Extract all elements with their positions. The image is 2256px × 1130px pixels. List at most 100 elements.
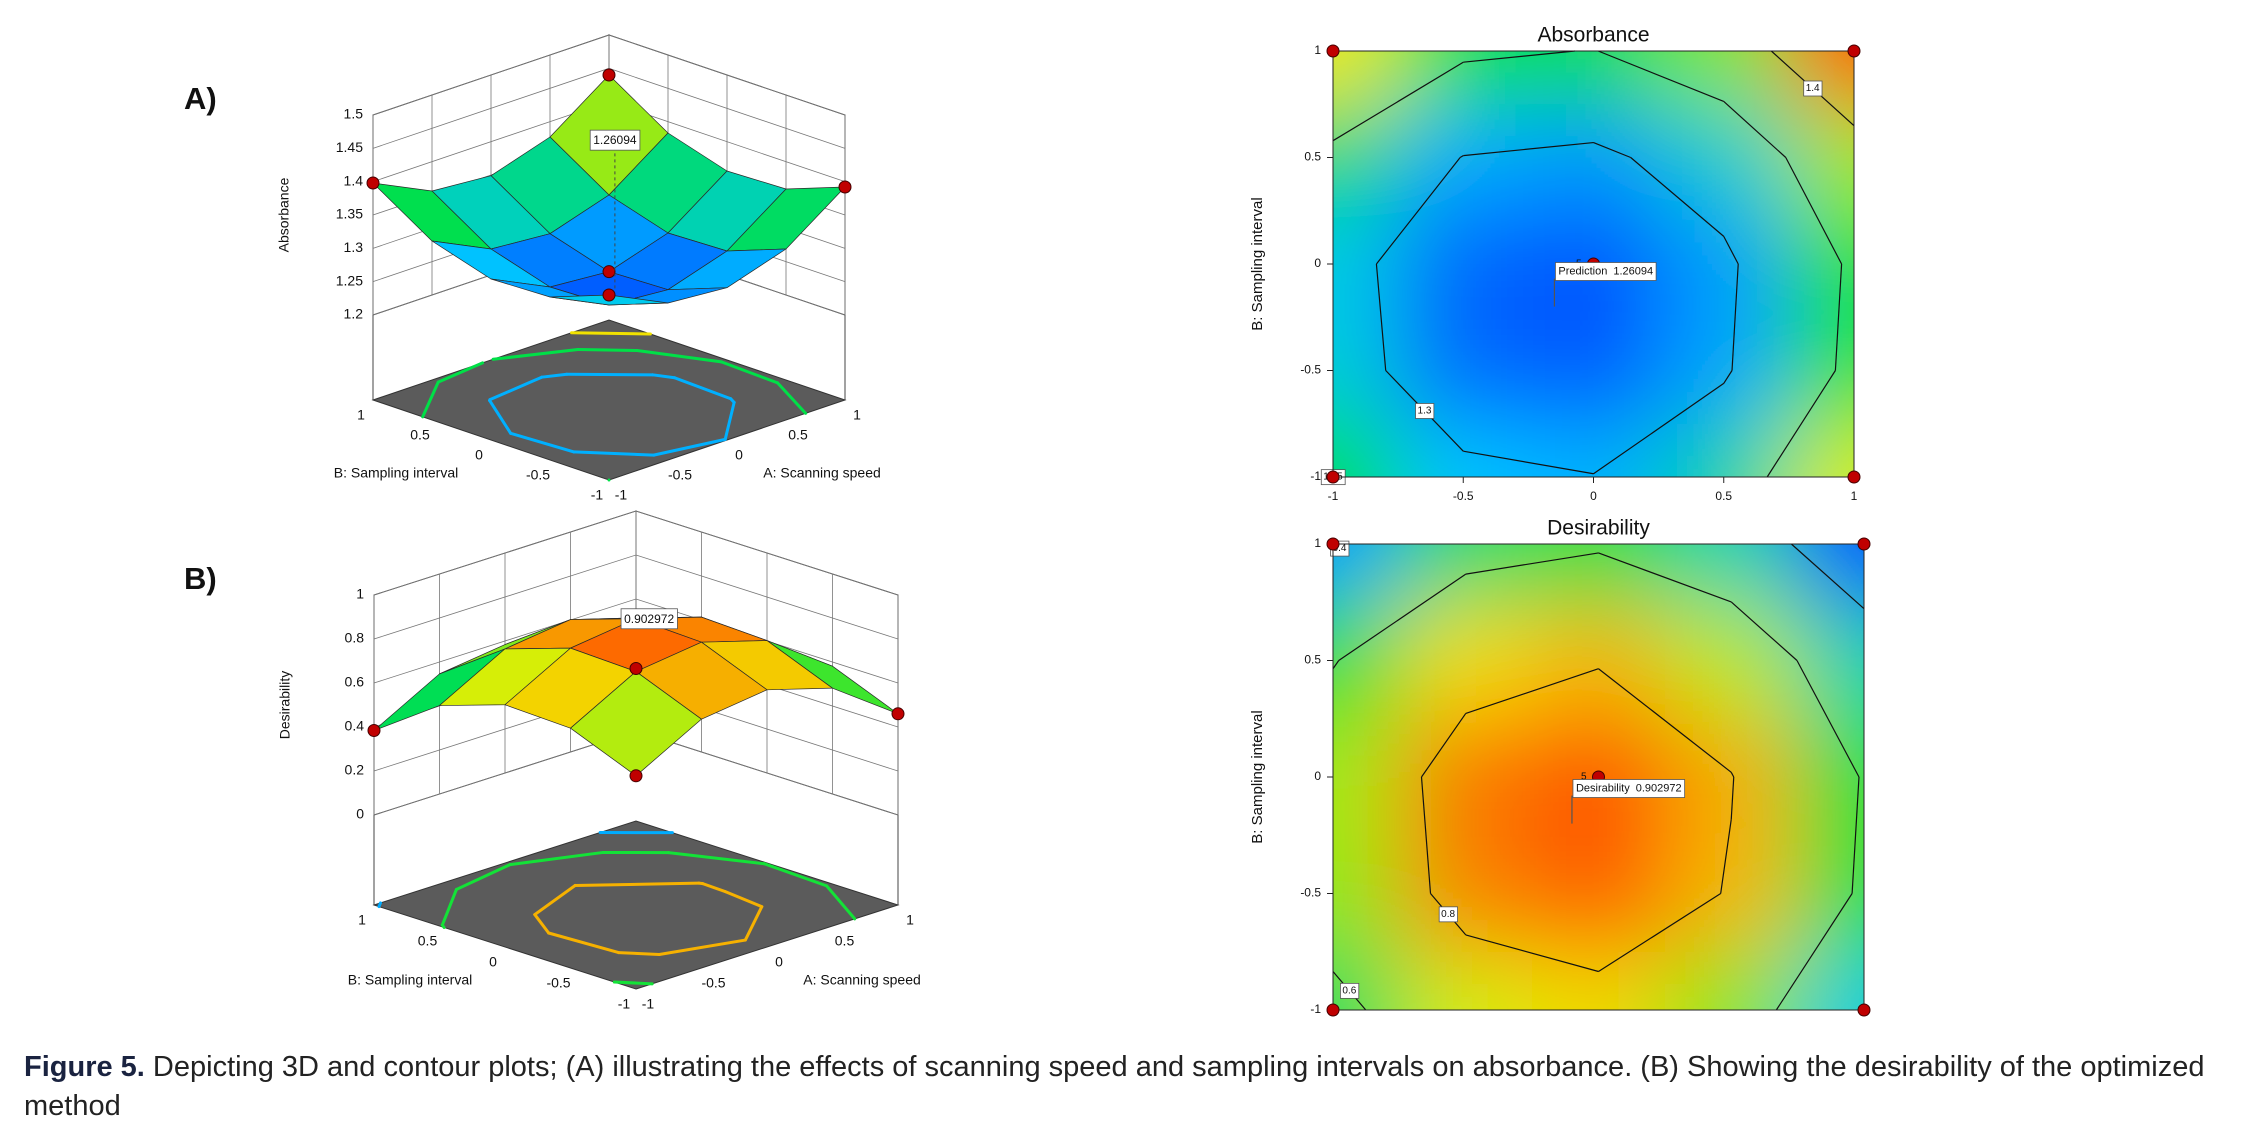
design-point <box>1326 44 1340 58</box>
floor-contour <box>723 890 764 909</box>
floor-contour <box>776 381 808 415</box>
x-axis-label: A: Scanning speed <box>763 465 881 481</box>
design-point <box>367 724 381 738</box>
contour-line <box>1338 573 1467 661</box>
contour-line <box>1598 668 1732 773</box>
heat-cell <box>1333 423 1399 477</box>
floor-contour <box>573 881 701 887</box>
heat-cell <box>1333 104 1399 211</box>
heat-cell <box>1532 544 1665 603</box>
heat-cell <box>1398 51 1529 105</box>
heat-cell <box>1658 317 1789 424</box>
z-axis-label: Absorbance <box>276 177 292 252</box>
y-tick-label: 0.5 <box>1304 653 1321 667</box>
contour-line <box>1730 776 1735 820</box>
panel-label: B) <box>184 561 217 596</box>
x-tick-label: 1 <box>906 912 914 928</box>
y-tick-label: -0.5 <box>526 467 550 483</box>
contour-plot: 1.31.351.4-1-0.500.51-1-0.500.51Absorban… <box>1249 24 1861 503</box>
contour-plot: 0.4 0.6 0.8 -1 -0.5 0 0.5 1 Desirability B: Sampl… <box>1249 517 1871 1017</box>
contour-line <box>1720 819 1732 894</box>
contour-line <box>1375 157 1461 265</box>
z-tick-label: 1.3 <box>344 239 364 255</box>
heat-cell <box>1788 104 1854 211</box>
y-tick-label: 0.5 <box>1304 150 1321 164</box>
heat-cell <box>1532 951 1665 1010</box>
z-tick-label: 1.35 <box>336 206 363 222</box>
contour-line <box>1790 543 1865 610</box>
floor-contour <box>666 851 767 866</box>
contour-line <box>1332 61 1464 142</box>
z-tick-label: 1.2 <box>344 306 364 322</box>
contour-line <box>1598 552 1732 603</box>
contour-line <box>1723 370 1733 384</box>
heat-cell <box>1399 544 1533 603</box>
heat-cell <box>1788 51 1854 105</box>
chart-title: Absorbance <box>1537 24 1649 47</box>
x-tick-label: -1 <box>642 996 655 1012</box>
prediction-value: 0.902972 <box>1636 783 1682 795</box>
contour-label: 1.4 <box>1803 80 1823 97</box>
heat-cell <box>1658 210 1789 318</box>
y-tick-label: -1 <box>618 996 631 1012</box>
heat-cell <box>1788 210 1854 318</box>
floor-contour <box>533 883 577 917</box>
heat-cell <box>1398 210 1529 318</box>
floor-contour <box>440 887 458 927</box>
floor-contour <box>673 376 733 401</box>
heatmap-cells <box>1333 544 1864 1010</box>
design-point <box>1326 1003 1340 1017</box>
heat-cell <box>1528 104 1659 211</box>
contour-line <box>1463 141 1594 157</box>
contour-line <box>1775 893 1853 1011</box>
floor-contour <box>565 372 655 377</box>
floor-contour <box>612 980 654 986</box>
design-point <box>629 662 643 676</box>
design-point <box>1847 470 1861 484</box>
heat-cell <box>1658 51 1789 105</box>
label-box <box>1555 262 1657 281</box>
heat-cell <box>1399 718 1533 836</box>
y-tick-label: -0.5 <box>546 975 570 991</box>
x-tick-label: 0.5 <box>1715 489 1732 503</box>
heat-cell <box>1333 317 1399 424</box>
z-tick-label: 1.45 <box>336 139 363 155</box>
contour-line <box>1598 892 1722 972</box>
design-point <box>629 769 643 783</box>
contour-label-text: 1.4 <box>1806 83 1820 94</box>
floor-contour <box>491 347 580 361</box>
label-box <box>1340 982 1360 999</box>
contour-line <box>1730 772 1735 778</box>
contour-label-text: 0.6 <box>1342 985 1356 996</box>
caption: Figure 5. Depicting 3D and contour plots… <box>24 1048 2239 1126</box>
floor-contour <box>701 882 727 894</box>
heatmap <box>1333 544 1864 1010</box>
floor-contour <box>509 431 576 454</box>
contour-line <box>1630 157 1725 237</box>
x-tick-label: 0 <box>1590 489 1597 503</box>
contour-line <box>1420 776 1432 894</box>
contour-label: 0.8 <box>1438 906 1458 923</box>
label-box <box>1415 403 1435 419</box>
z-axis-label: Desirability <box>277 671 293 739</box>
heat-cell <box>1664 544 1798 603</box>
panel-label: A) <box>184 81 217 116</box>
design-point <box>602 68 616 82</box>
heat-cell <box>1398 104 1529 211</box>
y-tick-label: -0.5 <box>1300 363 1321 377</box>
floor-contour <box>743 905 764 942</box>
contour-label-text: 0.8 <box>1441 909 1455 920</box>
floor-contour <box>652 437 727 457</box>
floor-contour <box>547 931 621 955</box>
x-tick-label: -0.5 <box>668 467 692 483</box>
label-box <box>1572 779 1686 798</box>
floor-contour <box>570 331 652 336</box>
heat-cell <box>1788 317 1854 424</box>
z-tick-label: 1.4 <box>344 172 364 188</box>
heat-cell <box>1333 210 1399 318</box>
design-point <box>366 176 380 190</box>
heat-cell <box>1797 602 1864 719</box>
prediction-value: 1.26094 <box>1613 266 1653 278</box>
contour-line <box>1375 263 1387 371</box>
